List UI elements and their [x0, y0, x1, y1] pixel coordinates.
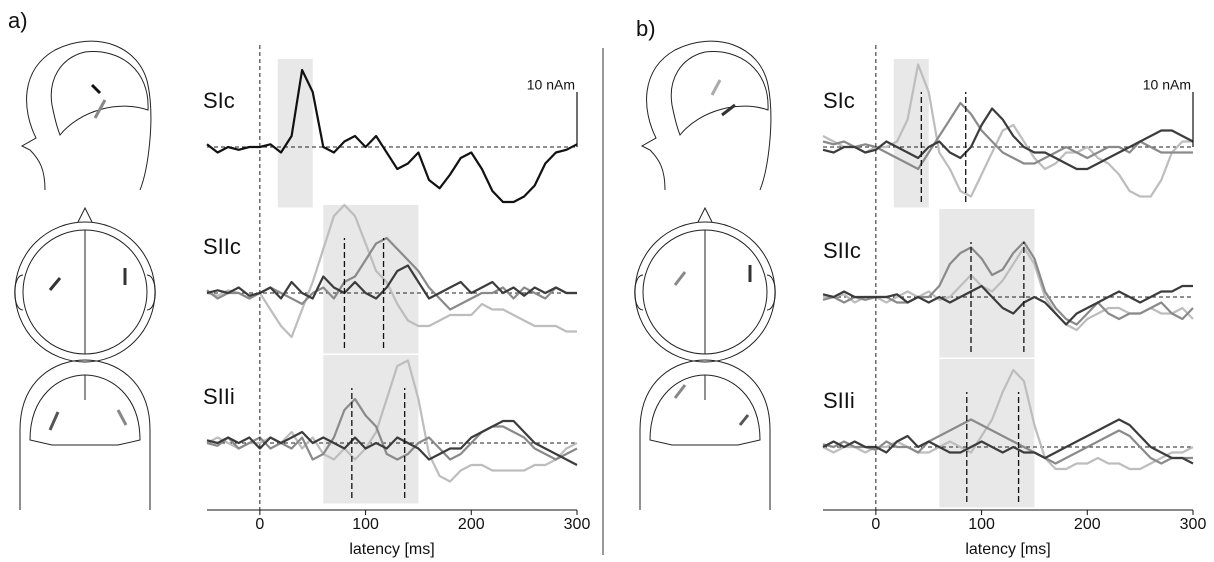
ears	[634, 274, 776, 311]
row-label: SIc	[823, 88, 855, 113]
waveform	[206, 264, 577, 300]
brain	[29, 374, 141, 446]
brain	[50, 51, 149, 136]
latency-window	[939, 209, 1035, 358]
head-side	[20, 40, 152, 191]
waveform	[822, 418, 1193, 465]
scale-label: 10 nAm	[1143, 77, 1191, 93]
x-tick-label: 0	[871, 516, 880, 533]
dipole	[48, 411, 60, 431]
latency-window	[323, 355, 419, 504]
x-tick-label: 100	[352, 516, 379, 533]
dipole	[48, 277, 62, 291]
x-tick-label: 200	[1074, 516, 1101, 533]
x-tick-label: 100	[968, 516, 995, 533]
waveform	[206, 203, 577, 339]
dipole	[738, 414, 750, 426]
head-back	[639, 359, 771, 510]
dipole	[116, 409, 128, 426]
ears	[14, 274, 156, 311]
dipole	[90, 83, 102, 95]
row-label: SIc	[203, 88, 235, 113]
dipole	[673, 271, 687, 286]
latency-window	[323, 205, 419, 354]
panel-label: b)	[636, 16, 656, 41]
latency-window	[277, 59, 313, 208]
latency-window	[939, 359, 1035, 508]
nose	[697, 206, 713, 223]
waveform	[822, 368, 1194, 471]
scale-label: 10 nAm	[527, 77, 575, 93]
dipoles	[48, 79, 752, 431]
x-axis-label: latency [ms]	[349, 541, 434, 558]
dipole	[721, 103, 736, 117]
row-label: SIIi	[823, 388, 855, 413]
nose	[77, 206, 93, 223]
waveform	[822, 418, 1194, 465]
waveform	[822, 101, 1193, 171]
waveform	[822, 107, 1194, 171]
brain	[670, 51, 769, 136]
panel-label: a)	[8, 8, 28, 33]
latency-window	[893, 59, 929, 208]
x-tick-label: 0	[255, 516, 264, 533]
dipole	[710, 79, 722, 96]
head-side	[640, 40, 772, 191]
x-axis-label: latency [ms]	[965, 541, 1050, 558]
brain	[649, 374, 761, 446]
x-tick-label: 300	[564, 516, 591, 533]
row-label: SIIc	[823, 238, 861, 263]
waveform	[822, 63, 1193, 198]
x-tick-label: 200	[458, 516, 485, 533]
waveform	[822, 284, 1193, 326]
x-tick-label: 300	[1180, 516, 1207, 533]
waveform	[206, 68, 578, 204]
head-back	[19, 359, 151, 510]
waveform	[206, 397, 578, 461]
waveform	[206, 419, 578, 466]
row-label: SIIi	[203, 384, 235, 409]
dipole	[93, 99, 107, 119]
dipole	[673, 384, 687, 399]
row-label: SIIc	[203, 234, 241, 259]
